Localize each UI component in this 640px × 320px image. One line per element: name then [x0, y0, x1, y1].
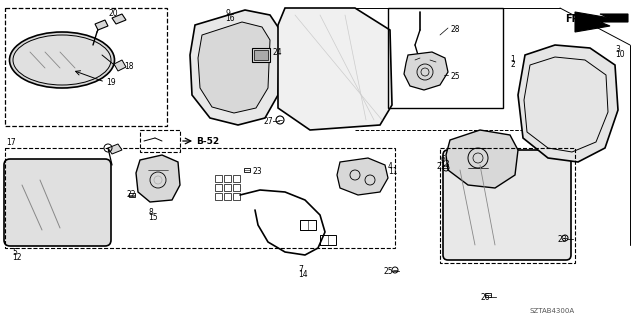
Text: 22: 22	[126, 190, 136, 199]
Polygon shape	[198, 22, 270, 113]
Text: 11: 11	[388, 167, 397, 176]
Text: 25: 25	[450, 72, 460, 81]
Bar	[320, 235, 328, 245]
Bar	[224, 193, 231, 200]
Bar	[215, 193, 222, 200]
Bar	[5, 148, 395, 248]
Text: 1: 1	[510, 55, 515, 64]
Bar	[300, 220, 316, 230]
Text: 24: 24	[272, 48, 282, 57]
Text: 6: 6	[440, 155, 445, 164]
Text: 15: 15	[148, 213, 157, 222]
Bar	[215, 175, 222, 182]
Polygon shape	[404, 52, 448, 90]
Polygon shape	[114, 60, 126, 71]
Text: 4: 4	[388, 162, 393, 171]
Text: 28: 28	[450, 25, 460, 34]
FancyBboxPatch shape	[4, 159, 111, 246]
Polygon shape	[108, 144, 122, 154]
Text: 26—: 26—	[480, 293, 497, 302]
Text: 10: 10	[615, 50, 625, 59]
Bar	[244, 168, 250, 172]
Text: 5: 5	[12, 248, 17, 257]
Bar	[224, 184, 231, 191]
Bar	[129, 193, 135, 197]
Polygon shape	[190, 10, 280, 125]
Bar	[233, 175, 240, 182]
Polygon shape	[136, 155, 180, 202]
Bar	[252, 48, 270, 62]
Text: 23: 23	[252, 167, 262, 176]
Bar	[233, 193, 240, 200]
Bar	[233, 184, 240, 191]
Text: 25—: 25—	[383, 267, 400, 276]
Bar	[215, 184, 222, 191]
Text: FR.: FR.	[565, 14, 583, 24]
Polygon shape	[95, 20, 108, 30]
Text: 9: 9	[225, 9, 230, 18]
Text: 17: 17	[6, 138, 15, 147]
Text: 2: 2	[510, 60, 515, 69]
Polygon shape	[446, 130, 518, 188]
Bar	[224, 175, 231, 182]
Polygon shape	[518, 45, 618, 162]
Text: 27—: 27—	[263, 117, 280, 126]
Text: 3: 3	[615, 45, 620, 54]
Text: 19: 19	[106, 78, 116, 87]
Bar	[5, 8, 167, 126]
Polygon shape	[575, 12, 628, 32]
Text: 20: 20	[108, 9, 118, 18]
FancyBboxPatch shape	[443, 150, 571, 260]
Polygon shape	[337, 158, 388, 195]
Bar	[388, 8, 503, 108]
Text: SZTAB4300A: SZTAB4300A	[530, 308, 575, 314]
Bar	[300, 220, 308, 230]
Ellipse shape	[10, 32, 115, 88]
Ellipse shape	[13, 35, 111, 85]
Text: 13: 13	[440, 160, 450, 169]
Text: 18: 18	[124, 62, 134, 71]
Text: 14: 14	[298, 270, 308, 279]
Text: 12: 12	[12, 253, 22, 262]
Text: B-52: B-52	[196, 137, 219, 146]
Polygon shape	[278, 8, 392, 130]
Bar	[140, 130, 180, 152]
Polygon shape	[112, 14, 126, 24]
Bar	[485, 293, 491, 297]
Text: 16: 16	[225, 14, 235, 23]
Bar	[320, 235, 336, 245]
Text: 7: 7	[298, 265, 303, 274]
Text: 23—: 23—	[557, 235, 574, 244]
Text: 8: 8	[148, 208, 153, 217]
Bar	[254, 50, 268, 60]
Bar	[440, 148, 575, 263]
Text: 21: 21	[436, 162, 445, 171]
